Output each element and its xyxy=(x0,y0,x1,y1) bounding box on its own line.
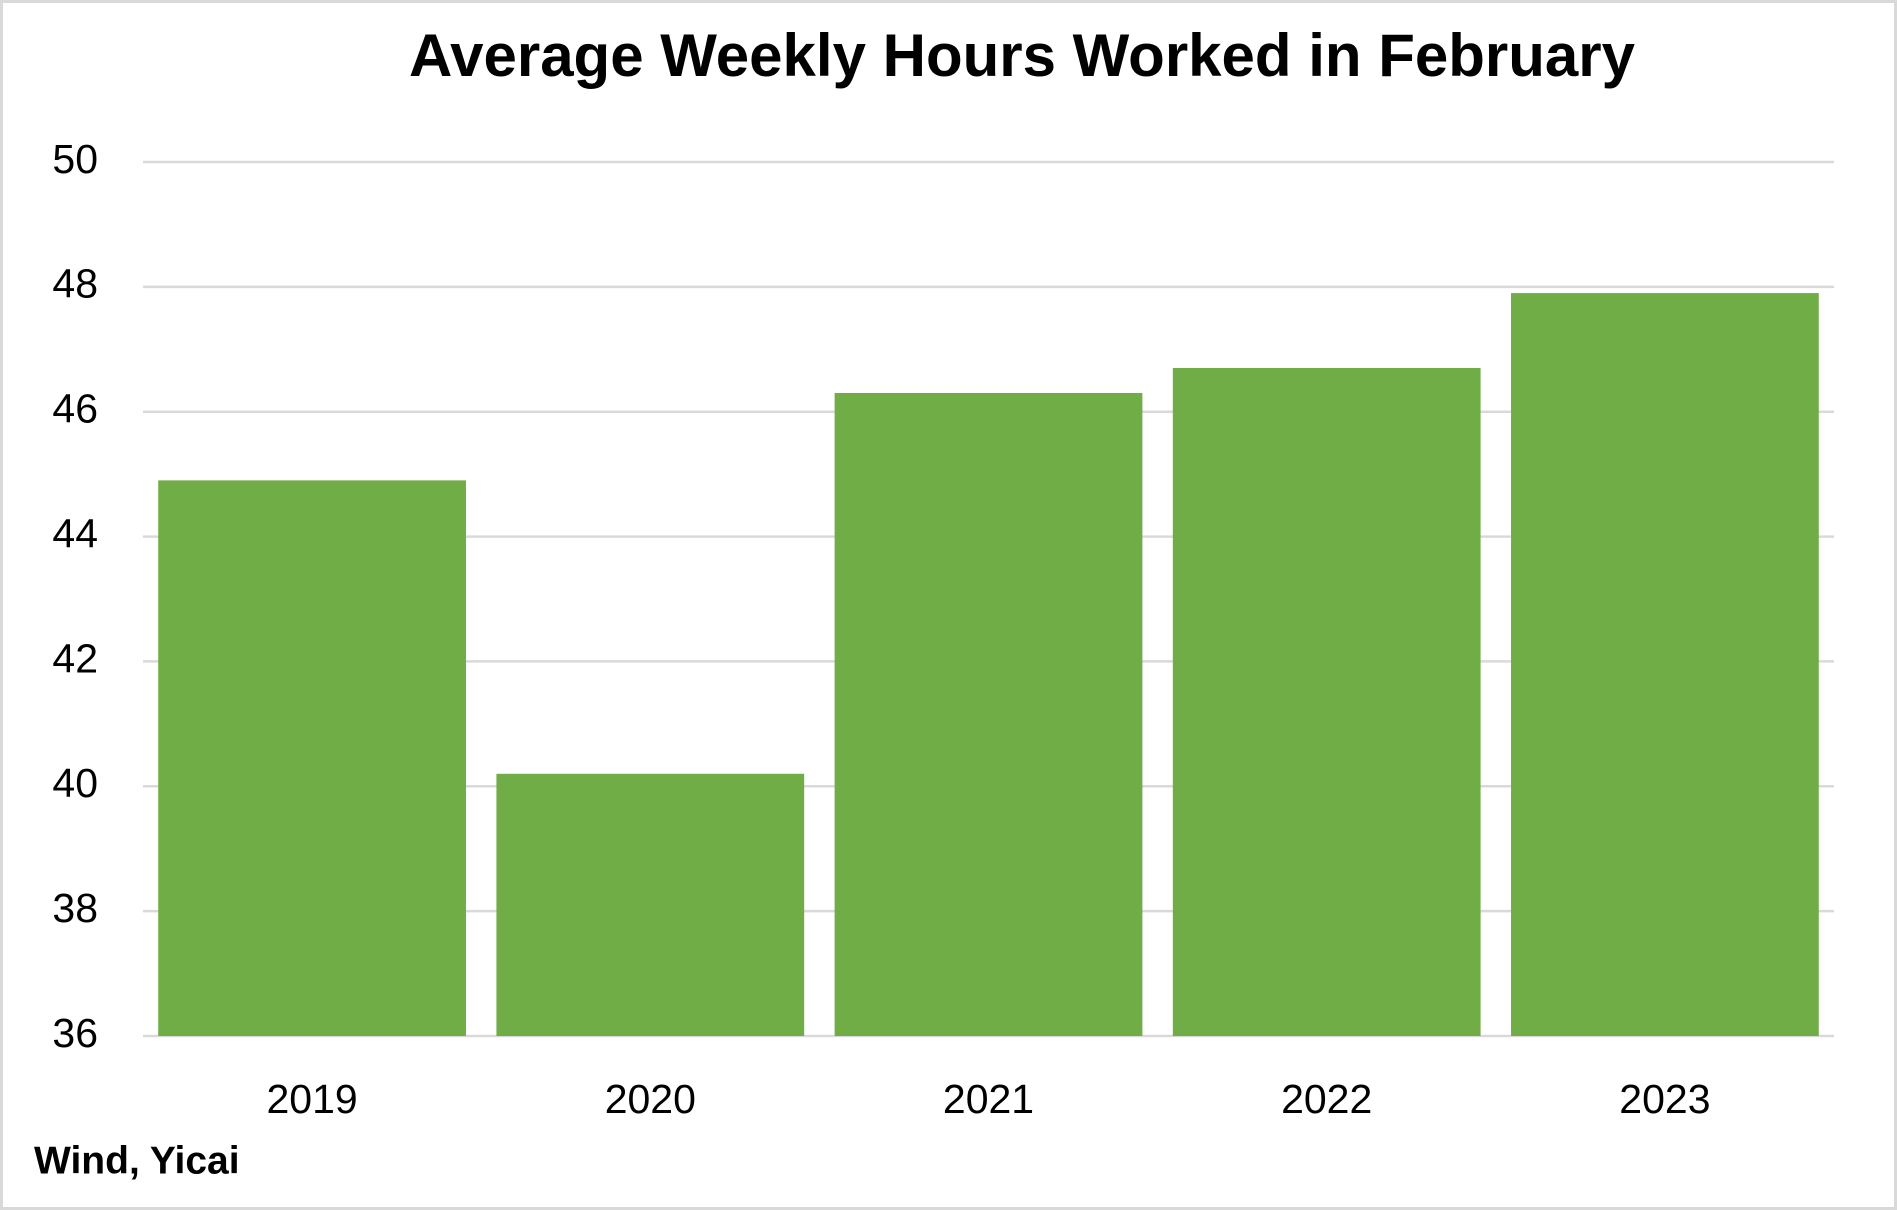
bar xyxy=(158,480,466,1036)
x-tick-label: 2023 xyxy=(1619,1076,1710,1122)
y-tick-label: 50 xyxy=(52,136,98,182)
x-tick-label: 2022 xyxy=(1281,1076,1372,1122)
y-tick-label: 40 xyxy=(52,760,98,806)
source-note: Wind, Yicai xyxy=(34,1139,240,1182)
bar xyxy=(1511,293,1819,1037)
bar xyxy=(496,773,805,1036)
bar xyxy=(1172,368,1481,1036)
bar xyxy=(834,392,1143,1036)
y-tick-label: 46 xyxy=(52,386,98,432)
x-tick-label: 2021 xyxy=(943,1076,1034,1122)
y-tick-label: 44 xyxy=(52,510,98,556)
x-tick-label: 2019 xyxy=(266,1076,357,1122)
y-tick-label: 38 xyxy=(52,885,98,931)
x-tick-label: 2020 xyxy=(605,1076,696,1122)
y-tick-label: 48 xyxy=(52,261,98,307)
y-tick-label: 36 xyxy=(52,1010,98,1056)
chart-title: Average Weekly Hours Worked in February xyxy=(409,22,1636,89)
y-tick-label: 42 xyxy=(52,635,98,681)
